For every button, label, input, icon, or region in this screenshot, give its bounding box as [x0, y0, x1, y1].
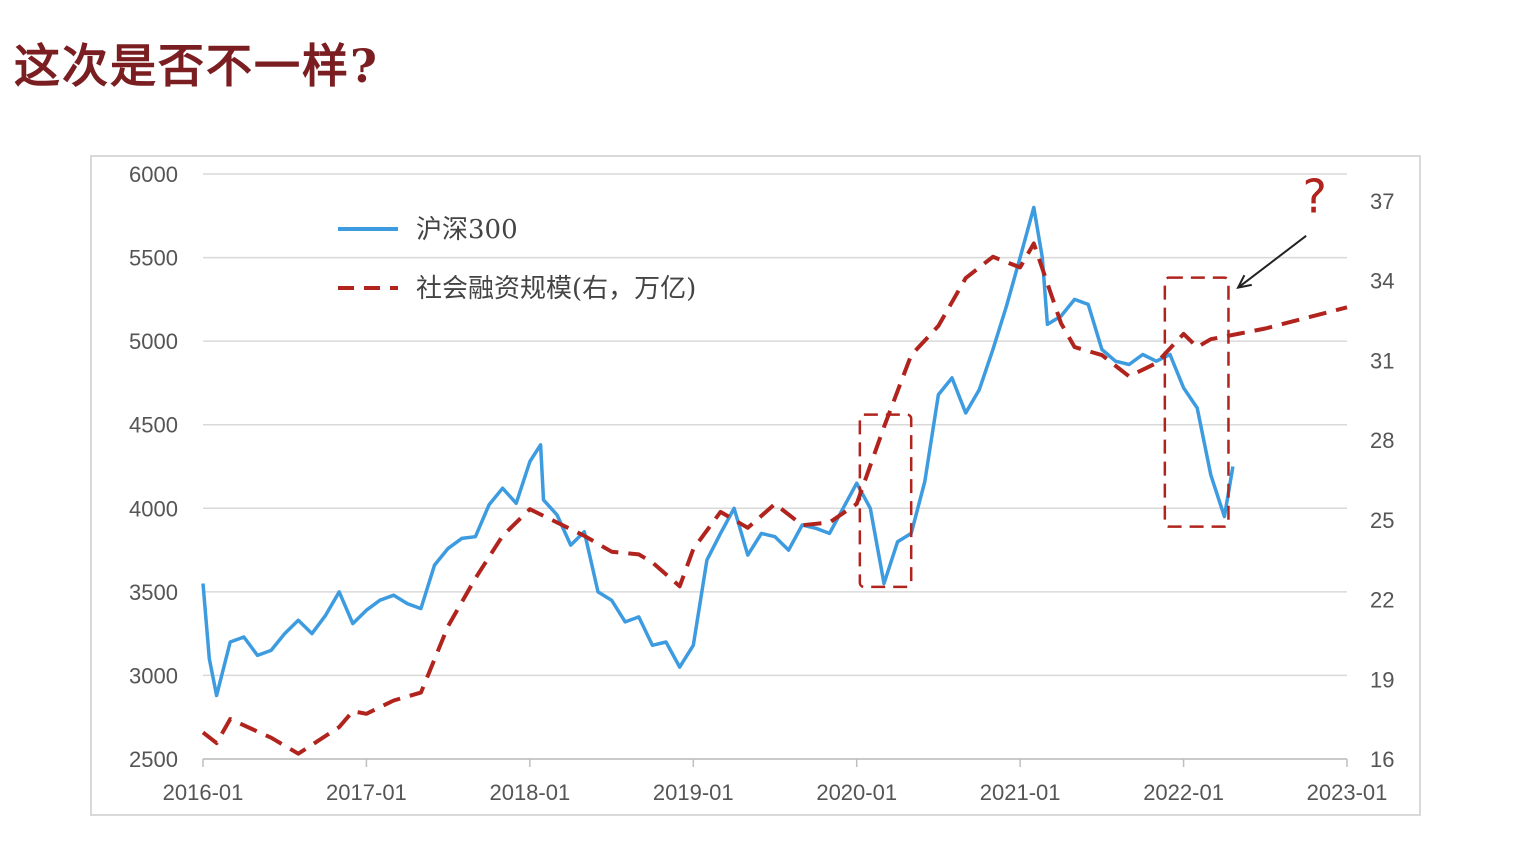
y-left-tick-label: 2500: [129, 747, 178, 772]
series-layer: [201, 205, 1348, 756]
y-right-tick-label: 16: [1370, 747, 1394, 772]
y-right-tick-label: 25: [1370, 508, 1394, 533]
series-line-hs300: [201, 205, 1235, 698]
y-left-tick-label: 5500: [129, 246, 178, 271]
x-tick-label: 2017-01: [326, 780, 407, 805]
series-line-social-financing: [201, 241, 1348, 756]
gridlines: [203, 173, 1347, 760]
y-left-tick-label: 6000: [129, 162, 178, 187]
x-axis: 2016-01 2017-01 2018-01 2019-01 2020-01 2021-…: [163, 758, 1388, 805]
chart-frame: [90, 155, 1421, 816]
slide-title: 这次是否不一样?: [14, 39, 379, 93]
y-left-tick-label: 3500: [129, 580, 178, 605]
arrow-shaft: [1237, 235, 1307, 289]
question-mark-annotation: ?: [1302, 169, 1326, 223]
annotations: ?: [858, 169, 1327, 589]
y-axis-right: 37 34 31 28 25 22 19 16: [1370, 189, 1394, 772]
y-left-tick-label: 5000: [129, 329, 178, 354]
y-right-tick-label: 28: [1370, 428, 1394, 453]
legend: 沪深300 社会融资规模(右，万亿): [338, 215, 696, 304]
x-tick-label: 2020-01: [816, 780, 897, 805]
x-tick-label: 2023-01: [1307, 780, 1388, 805]
y-right-tick-label: 19: [1370, 667, 1394, 692]
x-tick-label: 2016-01: [163, 780, 244, 805]
y-axis-left: 6000 5500 5000 4500 4000 3500 3000 2500: [129, 162, 178, 772]
x-tick-label: 2021-01: [980, 780, 1061, 805]
arrow-head: [1236, 274, 1252, 290]
y-right-tick-label: 37: [1370, 189, 1394, 214]
x-tick-label: 2019-01: [653, 780, 734, 805]
x-tick-label: 2022-01: [1143, 780, 1224, 805]
legend-label-social-financing: 社会融资规模(右，万亿): [416, 274, 696, 304]
y-right-tick-label: 31: [1370, 348, 1394, 373]
highlight-box: [1163, 276, 1230, 528]
y-left-tick-label: 4000: [129, 496, 178, 521]
y-left-tick-label: 3000: [129, 663, 178, 688]
x-tick-label: 2018-01: [489, 780, 570, 805]
y-left-tick-label: 4500: [129, 413, 178, 438]
legend-label-hs300: 沪深300: [416, 215, 518, 245]
y-right-tick-label: 22: [1370, 588, 1394, 613]
y-right-tick-label: 34: [1370, 269, 1394, 294]
